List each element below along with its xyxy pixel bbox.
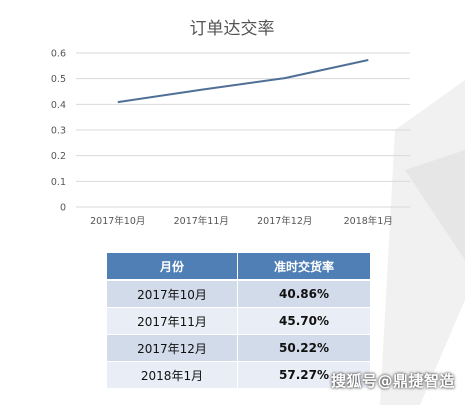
month-cell: 2017年10月	[107, 280, 238, 308]
x-tick-label: 2017年11月	[174, 215, 229, 227]
table-header-row: 月份 准时交货率	[107, 253, 371, 281]
header-month: 月份	[107, 253, 238, 281]
line-chart: 订单达交率 0 0.1 0.2 0.3 0.4 0.5 0.6 2017年10月 2017年1…	[51, 19, 410, 227]
chart-title: 订单达交率	[190, 19, 275, 39]
y-tick-label: 0.1	[51, 177, 66, 188]
y-tick-label: 0.2	[51, 151, 66, 162]
rate-cell: 45.70%	[237, 307, 371, 335]
table-row: 2018年1月 57.27%	[107, 361, 371, 388]
y-tick-label: 0.5	[51, 74, 66, 85]
table-row: 2017年11月 45.70%	[107, 307, 371, 335]
watermark: 搜狐号@鼎捷智造	[330, 372, 455, 390]
rate-cell: 57.27%	[237, 361, 371, 388]
month-cell: 2017年11月	[107, 307, 238, 335]
table-row: 2017年10月 40.86%	[107, 280, 371, 308]
x-tick-label: 2017年10月	[90, 215, 145, 227]
rate-cell: 50.22%	[237, 334, 371, 362]
month-cell: 2017年12月	[107, 334, 238, 362]
x-tick-label: 2017年12月	[257, 215, 312, 227]
y-tick-label: 0	[60, 203, 66, 214]
x-tick-label: 2018年1月	[344, 215, 393, 227]
y-tick-label: 0.3	[51, 126, 66, 137]
y-tick-label: 0.6	[51, 49, 66, 60]
series-line	[117, 59, 369, 104]
table-row: 2017年12月 50.22%	[107, 334, 371, 362]
month-cell: 2018年1月	[107, 361, 238, 388]
on-time-delivery-table: 月份 准时交货率 2017年10月 40.86% 2017年11月 45.70%…	[107, 253, 371, 388]
y-tick-label: 0.4	[51, 100, 66, 111]
rate-cell: 40.86%	[237, 280, 371, 308]
header-rate: 准时交货率	[237, 253, 371, 281]
